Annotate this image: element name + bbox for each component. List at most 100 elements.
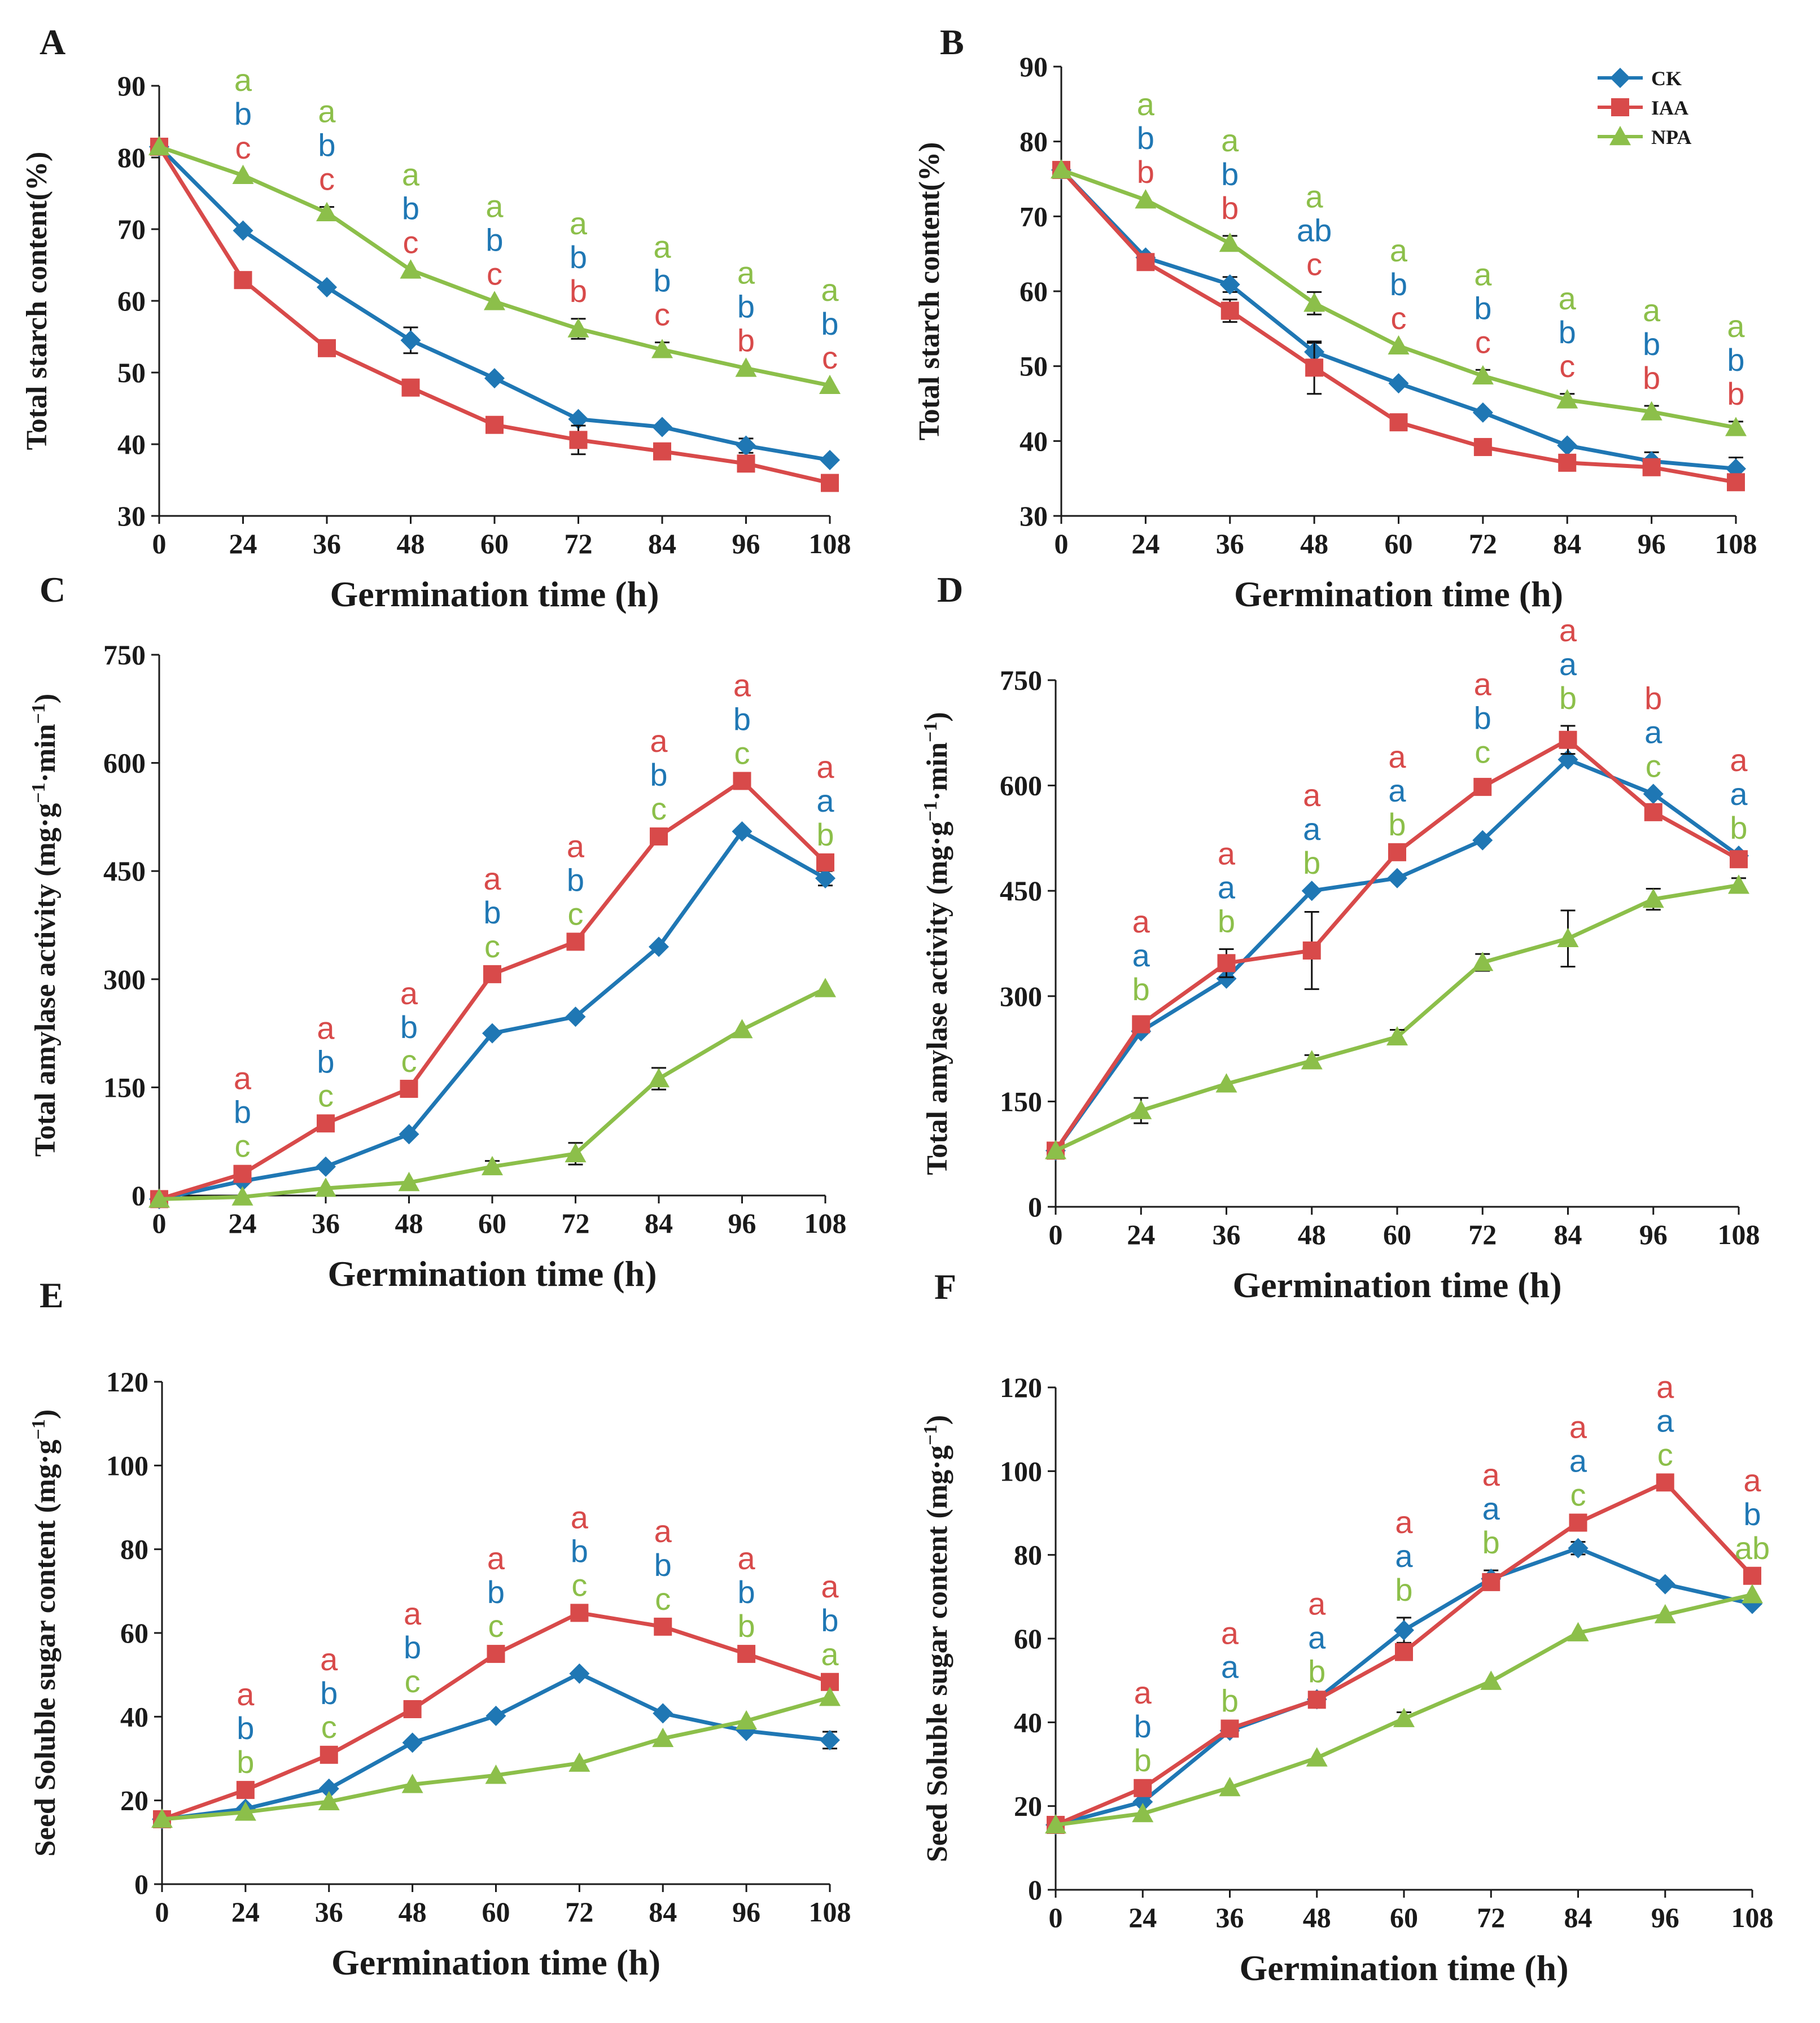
legend-label: IAA (1651, 97, 1688, 119)
x-tick-label: 24 (1131, 528, 1160, 559)
significance-letter: a (653, 229, 671, 265)
data-point (1557, 435, 1578, 456)
data-point (1480, 1670, 1502, 1690)
significance-letter: b (320, 1675, 338, 1711)
data-point (1306, 1747, 1328, 1767)
panel-label: B (940, 22, 964, 62)
series-line (161, 1671, 830, 1821)
panel-c: 0 150 300 450 600 750 0 24 36 48 60 72 84 96 108 Germin… (28, 570, 847, 1294)
data-point (318, 1790, 340, 1811)
x-tick-label: 0 (1049, 1219, 1063, 1250)
significance-letter: c (651, 791, 667, 826)
significance-letter: a (1559, 646, 1577, 682)
significance-letter: b (1303, 845, 1320, 881)
y-axis-label-part: Total amylase activity (mg·g (921, 821, 953, 1175)
series-line (158, 779, 827, 1201)
data-point (234, 271, 252, 290)
significance-letter: b (1474, 700, 1491, 736)
y-axis-label: Total starch content(%) (913, 142, 946, 441)
x-tick-label: 0 (152, 1207, 167, 1239)
data-point (1302, 941, 1321, 960)
significance-letter: a (1134, 1675, 1152, 1710)
significance-letter: b (1221, 190, 1239, 226)
significance-letter: b (1730, 810, 1747, 846)
significance-letter: b (567, 862, 584, 897)
significance-letter: a (821, 1636, 839, 1672)
significance-letter: a (1306, 178, 1324, 214)
significance-letter: a (1730, 776, 1748, 812)
data-point (1388, 335, 1410, 355)
significance-letter: c (488, 1608, 504, 1644)
significance-letter: a (1474, 667, 1492, 702)
data-point (1742, 1584, 1763, 1604)
significance-letter: c (1559, 348, 1575, 384)
panel-label: A (40, 22, 65, 62)
significance-letter: a (1559, 281, 1577, 316)
x-axis-label: Germination time (h) (1233, 1265, 1562, 1305)
significance-letter: b (821, 306, 838, 341)
data-point (821, 474, 839, 492)
x-tick-label: 96 (732, 1896, 760, 1928)
significance-letter: a (1388, 773, 1406, 808)
x-tick-label: 108 (809, 528, 851, 559)
series-npa (151, 1687, 841, 1828)
x-tick-label: 48 (399, 1896, 427, 1928)
y-tick-label: 0 (1028, 1874, 1042, 1906)
significance-letter: a (821, 272, 839, 308)
x-tick-label: 108 (804, 1207, 847, 1239)
data-point (483, 965, 501, 983)
data-point (1482, 1573, 1500, 1591)
significance-letter: b (485, 222, 503, 257)
significance-letter: a (1395, 1504, 1413, 1540)
significance-letter: a (487, 1540, 505, 1576)
x-tick-label: 0 (152, 528, 167, 559)
significance-letter: a (1308, 1586, 1326, 1622)
data-point (1388, 843, 1406, 861)
significance-letter: a (1221, 122, 1239, 158)
x-tick-label: 72 (1477, 1902, 1505, 1933)
data-point (1472, 952, 1494, 971)
significance-letter: b (234, 96, 252, 132)
significance-letter: b (570, 273, 587, 309)
significance-letter: a (318, 94, 336, 129)
data-point (569, 1663, 590, 1684)
series-npa (1051, 159, 1747, 436)
significance-letter: a (1743, 1462, 1761, 1498)
x-tick-label: 0 (155, 1896, 169, 1928)
y-tick-label: 90 (1020, 51, 1048, 82)
panel-f: 0 20 40 60 80 100 120 0 24 36 48 60 72 84 96 108 Germina… (920, 1267, 1774, 1988)
x-tick-label: 84 (645, 1207, 673, 1239)
significance-letter: b (1137, 120, 1154, 156)
data-point (233, 220, 253, 241)
series-npa (1045, 874, 1749, 1159)
legend-marker (1611, 98, 1629, 116)
panel-label: C (40, 570, 65, 610)
significance-letter: c (321, 1709, 337, 1745)
x-tick-label: 24 (1127, 1219, 1155, 1250)
significance-letter: a (733, 668, 751, 703)
x-tick-label: 24 (231, 1896, 260, 1928)
x-tick-label: 84 (649, 1896, 677, 1928)
panel-label: E (40, 1275, 64, 1315)
legend-marker (1609, 126, 1631, 146)
significance-letter: a (1303, 811, 1321, 847)
y-tick-label: 600 (1000, 770, 1042, 802)
data-point (1569, 1513, 1587, 1532)
significance-letter: c (571, 1567, 587, 1602)
data-point (731, 1019, 753, 1039)
data-point (1567, 1622, 1589, 1641)
y-tick-label: 0 (1028, 1191, 1042, 1223)
data-point (649, 936, 669, 957)
data-point (316, 1156, 336, 1177)
significance-letter: a (737, 255, 755, 290)
significance-letter: a (400, 975, 418, 1011)
data-point (1307, 1691, 1326, 1709)
series-iaa (150, 772, 834, 1208)
series-line (1055, 883, 1739, 1153)
data-point (1556, 389, 1578, 409)
data-point (1303, 292, 1325, 312)
data-point (1134, 1779, 1152, 1797)
significance-letter: b (1482, 1525, 1500, 1560)
data-point (736, 1710, 758, 1729)
significance-letter: b (1643, 326, 1660, 362)
